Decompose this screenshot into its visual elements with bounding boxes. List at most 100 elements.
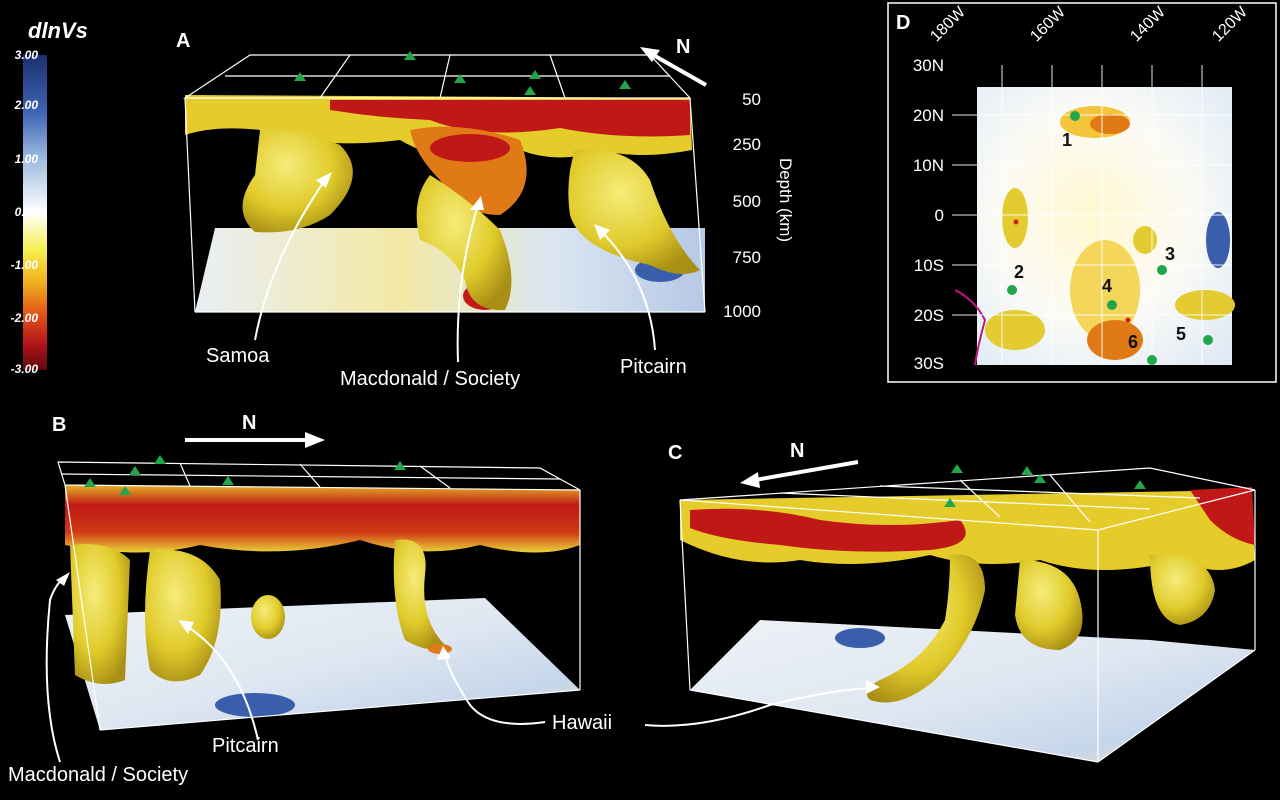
hotspot-5 [1203, 335, 1213, 345]
label-macdonald-society: Macdonald / Society [8, 764, 189, 786]
panel-a-graphic [183, 47, 707, 363]
depth-tick: 250 [732, 135, 761, 154]
panel-c-box [679, 467, 1256, 763]
lat-tick: 30S [913, 354, 944, 373]
hotspot-marker [1021, 466, 1033, 475]
panel-b-graphic [45, 432, 581, 763]
depth-tick: 50 [742, 90, 761, 109]
hotspot-label-4: 4 [1102, 276, 1113, 296]
slow-anomaly [1190, 487, 1255, 545]
map-anomaly [1175, 290, 1235, 320]
depth-tick: 500 [732, 192, 761, 211]
colorbar-tick: 3.00 [14, 48, 38, 62]
hotspot-label-6: 6 [1128, 332, 1139, 352]
panel-a-box [183, 54, 706, 313]
panel-d-map [887, 2, 1277, 383]
floor-anomaly [428, 644, 452, 654]
map-anomaly [1090, 114, 1130, 134]
hotspot-marker [394, 461, 406, 470]
label-macdonald-society: Macdonald / Society [340, 368, 521, 390]
hotspot-label-1: 1 [1062, 130, 1073, 150]
hotspot-label-2: 2 [1014, 262, 1025, 282]
hotspot-marker-red [1125, 317, 1131, 323]
annotation-arrow [184, 624, 259, 741]
north-arrow-head [305, 432, 325, 448]
annotation-arrow [644, 687, 871, 727]
north-arrow [754, 460, 859, 482]
hotspot-label-5: 5 [1176, 324, 1187, 344]
annotation-arrow [45, 577, 65, 763]
hotspot-marker-red [1013, 219, 1019, 225]
annotation-arrowhead [316, 172, 332, 188]
hotspot-marker [951, 464, 963, 473]
annotation-arrowhead [56, 572, 70, 586]
annotation-arrowhead [437, 646, 451, 660]
lat-tick: 20S [913, 306, 944, 325]
plume-pitcairn [568, 149, 700, 274]
hotspot-marker [524, 86, 536, 95]
annotation-arrow [456, 204, 479, 363]
lat-tick: 10N [912, 156, 944, 175]
hotspot-2 [1007, 285, 1017, 295]
label-pitcairn: Pitcairn [620, 356, 687, 378]
north-label: N [790, 440, 805, 462]
hotspot-4 [1107, 300, 1117, 310]
hotspot-3 [1157, 265, 1167, 275]
plume [1015, 560, 1083, 650]
colorbar-tick: 0.00 [14, 205, 38, 219]
hotspot-marker [619, 80, 631, 89]
north-arrow-head [740, 472, 760, 488]
colorbar-tick: 2.00 [14, 98, 38, 112]
panel-b-box [57, 461, 581, 731]
map-anomaly [985, 310, 1045, 350]
label-samoa: Samoa [206, 345, 270, 367]
north-arrow [647, 50, 707, 87]
hotspot-marker [84, 478, 96, 487]
label-pitcairn: Pitcairn [212, 735, 279, 757]
north-label: N [242, 412, 257, 434]
panel-a-floor [195, 228, 705, 312]
upper-mantle-layer [65, 485, 580, 553]
depth-tick: 750 [732, 248, 761, 267]
colorbar-tick: -2.00 [10, 311, 38, 325]
hotspot-marker [294, 72, 306, 81]
annotation-arrowhead [866, 680, 880, 694]
hotspot-marker [944, 498, 956, 507]
panel-label-c: C [668, 442, 683, 464]
slow-anomaly [690, 508, 966, 552]
plume-blob [251, 595, 285, 639]
panel-c-graphic [644, 460, 1256, 763]
plume-macdonald [416, 175, 512, 311]
depth-axis-label: Depth (km) [776, 157, 795, 243]
annotation-arrow [444, 654, 546, 725]
map-grid [952, 65, 1232, 365]
lat-tick: 20N [912, 106, 944, 125]
map-nodata [1232, 65, 1256, 365]
hotspot-6 [1147, 355, 1157, 365]
hotspot-marker [154, 455, 166, 464]
lat-tick: 30N [912, 56, 944, 75]
lat-tick: 0 [934, 206, 944, 225]
label-hawaii: Hawaii [552, 712, 613, 734]
map-anomaly [1206, 212, 1230, 268]
map-anomaly [1133, 226, 1157, 254]
slow-anomaly [430, 134, 510, 162]
north-arrow-head [640, 47, 660, 62]
hotspot-label-3: 3 [1165, 244, 1176, 264]
plume [1150, 554, 1215, 625]
panel-label-b: B [52, 414, 67, 436]
hotspot-marker [529, 70, 541, 79]
north-label: N [676, 36, 691, 58]
annotation-arrow [599, 229, 656, 351]
hotspot-marker [404, 51, 416, 60]
panel-label-d: D [896, 12, 911, 34]
colorbar-title: dlnVs [28, 18, 88, 43]
depth-tick: 1000 [723, 302, 761, 321]
colorbar-tick: -1.00 [10, 258, 38, 272]
plume-samoa [242, 129, 353, 233]
colorbar-tick: -3.00 [10, 362, 38, 376]
hotspot-marker [119, 486, 131, 495]
colorbar [23, 55, 47, 370]
annotation-arrowhead [594, 224, 610, 240]
